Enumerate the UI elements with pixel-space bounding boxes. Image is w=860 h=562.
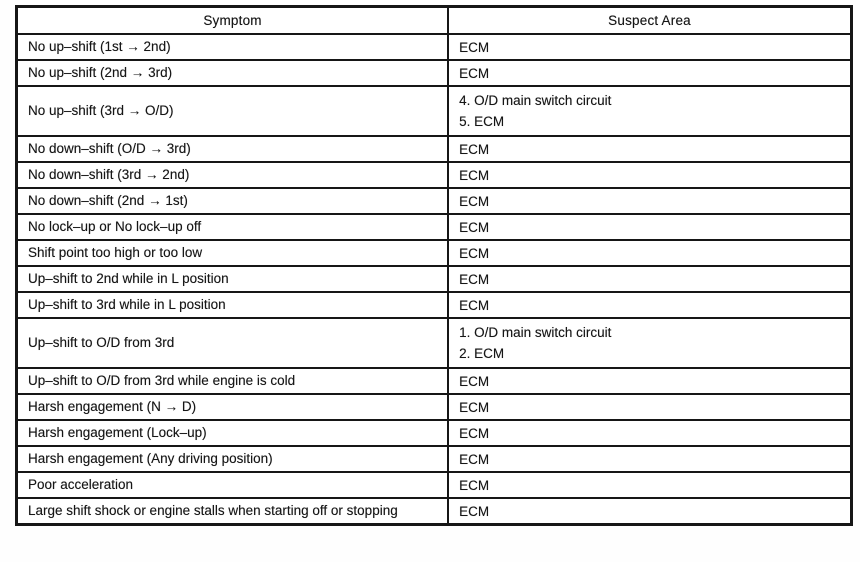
suspect-cell: ECM — [447, 471, 853, 499]
table-row: Harsh engagement (N → D) ECM — [15, 393, 853, 421]
table-row: No lock–up or No lock–up off ECM — [15, 213, 853, 241]
suspect-line: ECM — [459, 425, 490, 441]
suspect-line: 1. O/D main switch circuit — [459, 325, 612, 340]
suspect-cell: ECM — [447, 367, 853, 395]
suspect-line: 2. ECM — [459, 346, 505, 361]
suspect-cell: ECM — [447, 135, 853, 163]
symptom-cell: Harsh engagement (N → D) — [15, 393, 450, 421]
table-row: Poor acceleration ECM — [15, 471, 853, 499]
table-row: Large shift shock or engine stalls when … — [15, 497, 853, 526]
symptom-cell: No lock–up or No lock–up off — [15, 213, 450, 241]
suspect-line: ECM — [459, 245, 490, 261]
symptom-cell: Up–shift to 3rd while in L position — [15, 291, 450, 319]
symptom-cell: Large shift shock or engine stalls when … — [15, 497, 450, 526]
suspect-cell: ECM — [447, 265, 853, 293]
symptom-cell: No up–shift (2nd → 3rd) — [15, 59, 450, 87]
suspect-line: ECM — [459, 193, 490, 209]
suspect-line: 5. ECM — [459, 114, 505, 129]
symptom-cell: No down–shift (3rd → 2nd) — [15, 161, 450, 189]
symptom-cell: No down–shift (2nd → 1st) — [15, 187, 450, 215]
symptom-cell: Shift point too high or too low — [15, 239, 450, 267]
column-header-suspect-area: Suspect Area — [447, 5, 853, 35]
suspect-line: ECM — [459, 503, 490, 519]
suspect-cell: ECM — [447, 239, 853, 267]
suspect-line: ECM — [459, 39, 490, 55]
symptom-cell: No up–shift (3rd → O/D) — [15, 85, 450, 137]
symptom-cell: No down–shift (O/D → 3rd) — [15, 135, 450, 163]
suspect-line: ECM — [459, 271, 490, 287]
column-header-symptom: Symptom — [15, 5, 450, 35]
table-row: No up–shift (1st → 2nd) ECM — [15, 33, 853, 61]
symptom-table: Symptom Suspect Area No up–shift (1st → … — [15, 5, 853, 526]
symptom-cell: Up–shift to O/D from 3rd while engine is… — [15, 367, 450, 395]
suspect-cell: ECM — [447, 497, 853, 526]
table-row: No up–shift (2nd → 3rd) ECM — [15, 59, 853, 87]
suspect-line: ECM — [459, 141, 490, 157]
suspect-line: ECM — [459, 373, 490, 389]
suspect-cell: ECM — [447, 187, 853, 215]
suspect-cell: ECM — [447, 393, 853, 421]
table-row: Up–shift to 3rd while in L position ECM — [15, 291, 853, 319]
suspect-cell: ECM — [447, 161, 853, 189]
table-row: Up–shift to O/D from 3rd while engine is… — [15, 367, 853, 395]
table-row: No down–shift (O/D → 3rd) ECM — [15, 135, 853, 163]
suspect-line: ECM — [459, 477, 490, 493]
symptom-cell: Up–shift to O/D from 3rd — [15, 317, 450, 369]
header-row: Symptom Suspect Area — [15, 5, 853, 35]
suspect-cell: ECM — [447, 445, 853, 473]
table-body: No up–shift (1st → 2nd) ECM No up–shift (2… — [15, 33, 853, 526]
symptom-cell: Poor acceleration — [15, 471, 450, 499]
suspect-cell: ECM — [447, 291, 853, 319]
symptom-cell: Up–shift to 2nd while in L position — [15, 265, 450, 293]
table-row: Up–shift to O/D from 3rd 1. O/D main swit… — [15, 317, 853, 369]
symptom-cell: Harsh engagement (Lock–up) — [15, 419, 450, 447]
table-row: No down–shift (2nd → 1st) ECM — [15, 187, 853, 215]
table-row: Harsh engagement (Lock–up) ECM — [15, 419, 853, 447]
suspect-line: ECM — [459, 65, 490, 81]
suspect-line: 4. O/D main switch circuit — [459, 93, 612, 108]
table-header: Symptom Suspect Area — [15, 5, 853, 35]
suspect-cell: ECM — [447, 59, 853, 87]
suspect-cell: ECM — [447, 33, 853, 61]
table-row: No up–shift (3rd → O/D) 4. O/D main switc… — [15, 85, 853, 137]
symptom-cell: Harsh engagement (Any driving position) — [15, 445, 450, 473]
suspect-cell: ECM — [447, 419, 853, 447]
suspect-cell: 1. O/D main switch circuit 2. ECM — [447, 317, 853, 369]
table-row: Harsh engagement (Any driving position) E… — [15, 445, 853, 473]
suspect-line: ECM — [459, 451, 490, 467]
suspect-line: ECM — [459, 167, 490, 183]
suspect-cell: 4. O/D main switch circuit 5. ECM — [447, 85, 853, 137]
suspect-line: ECM — [459, 297, 490, 313]
table-row: Up–shift to 2nd while in L position ECM — [15, 265, 853, 293]
table-row: Shift point too high or too low ECM — [15, 239, 853, 267]
suspect-cell: ECM — [447, 213, 853, 241]
table-row: No down–shift (3rd → 2nd) ECM — [15, 161, 853, 189]
symptom-cell: No up–shift (1st → 2nd) — [15, 33, 450, 61]
suspect-line: ECM — [459, 399, 490, 415]
suspect-line: ECM — [459, 219, 490, 235]
